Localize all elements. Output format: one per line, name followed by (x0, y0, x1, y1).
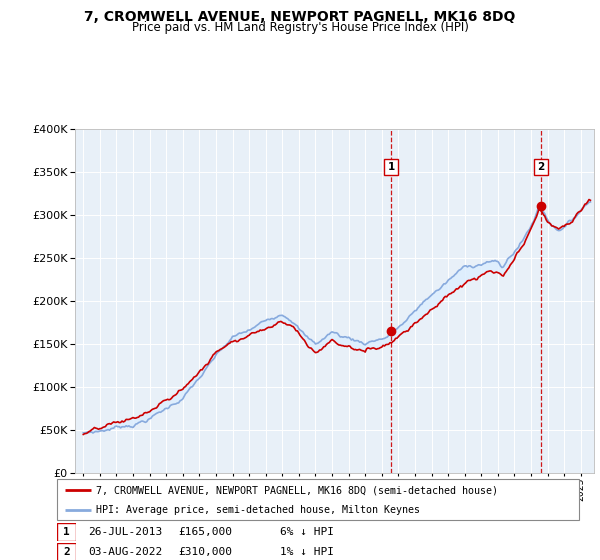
Text: 6% ↓ HPI: 6% ↓ HPI (280, 527, 334, 537)
Text: 1: 1 (63, 527, 70, 537)
FancyBboxPatch shape (57, 523, 76, 541)
FancyBboxPatch shape (57, 543, 76, 560)
Text: 2: 2 (63, 547, 70, 557)
Text: 7, CROMWELL AVENUE, NEWPORT PAGNELL, MK16 8DQ (semi-detached house): 7, CROMWELL AVENUE, NEWPORT PAGNELL, MK1… (96, 486, 498, 495)
Text: 2: 2 (538, 162, 545, 172)
Text: HPI: Average price, semi-detached house, Milton Keynes: HPI: Average price, semi-detached house,… (96, 505, 420, 515)
Text: 26-JUL-2013: 26-JUL-2013 (88, 527, 163, 537)
Text: 1: 1 (388, 162, 395, 172)
FancyBboxPatch shape (57, 479, 579, 520)
Text: 1% ↓ HPI: 1% ↓ HPI (280, 547, 334, 557)
Text: £310,000: £310,000 (178, 547, 232, 557)
Text: £165,000: £165,000 (178, 527, 232, 537)
Text: Price paid vs. HM Land Registry's House Price Index (HPI): Price paid vs. HM Land Registry's House … (131, 21, 469, 34)
Text: 7, CROMWELL AVENUE, NEWPORT PAGNELL, MK16 8DQ: 7, CROMWELL AVENUE, NEWPORT PAGNELL, MK1… (85, 10, 515, 24)
Text: 03-AUG-2022: 03-AUG-2022 (88, 547, 163, 557)
